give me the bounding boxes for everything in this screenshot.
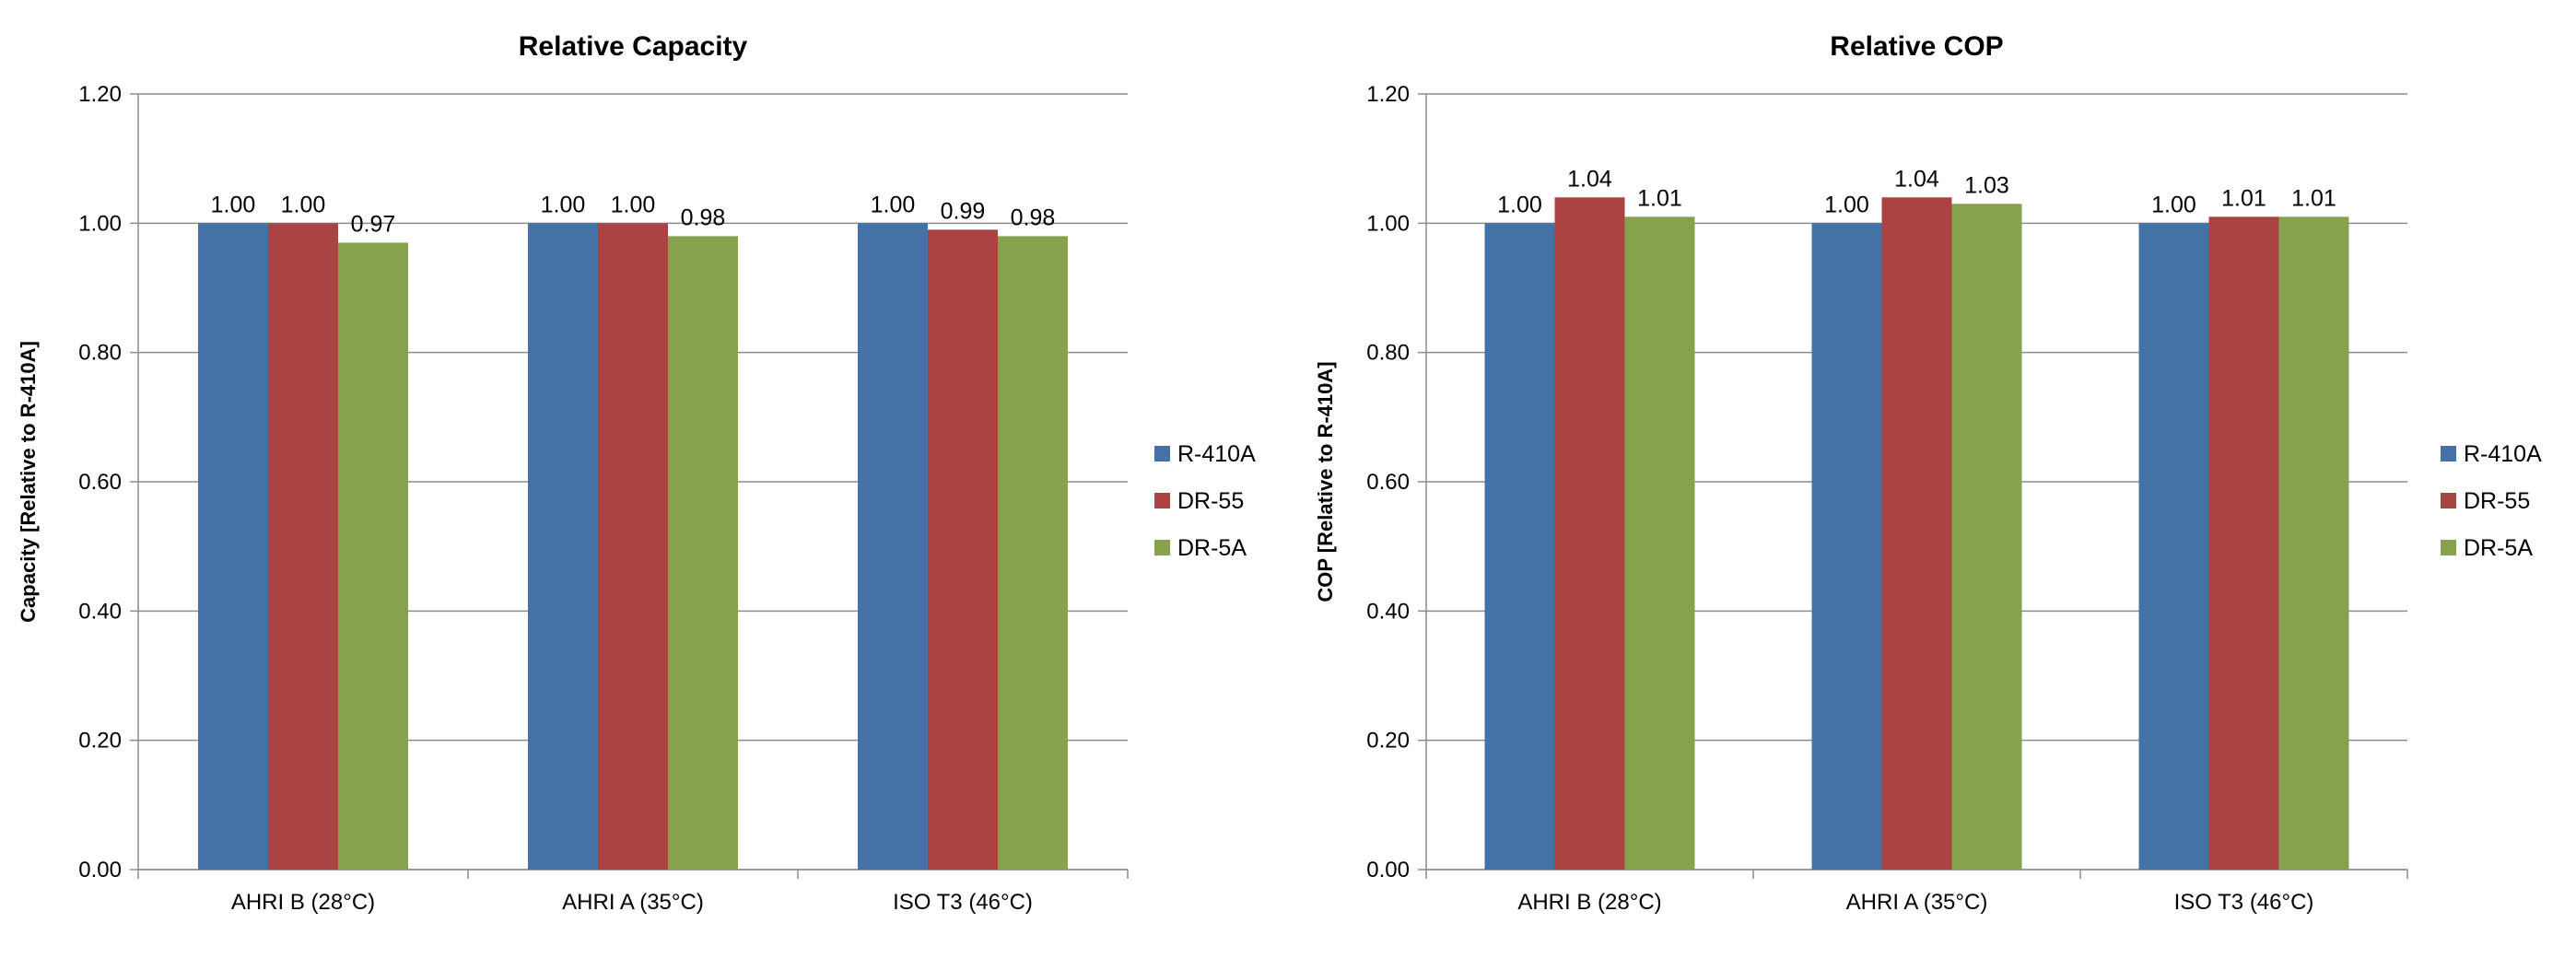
capacity-data-label: 1.00 — [281, 192, 326, 217]
capacity-bar-dr-55-2 — [598, 223, 668, 871]
cop-x-category-label: AHRI B (28°C) — [1517, 890, 1661, 915]
capacity-data-label: 1.00 — [871, 192, 916, 217]
cop-legend-swatch — [2441, 446, 2456, 462]
capacity-y-tick-label: 0.20 — [78, 729, 122, 754]
cop-legend: R-410A DR-55 DR-5A — [2441, 441, 2542, 561]
capacity-y-tick-label: 1.20 — [78, 82, 122, 107]
capacity-data-label: 1.00 — [541, 192, 586, 217]
capacity-legend-swatch — [1154, 540, 1170, 555]
cop-data-label: 1.03 — [1964, 172, 2009, 198]
capacity-y-axis-label: Capacity [Relative to R-410A] — [17, 341, 40, 623]
cop-legend-swatch — [2441, 540, 2456, 555]
capacity-data-label: 1.00 — [611, 192, 656, 217]
capacity-data-label: 1.00 — [211, 192, 256, 217]
cop-data-label: 1.01 — [2291, 185, 2336, 211]
cop-chart-title: Relative COP — [1830, 31, 2003, 62]
capacity-x-category-label: AHRI A (35°C) — [562, 890, 704, 915]
capacity-bar-dr-55-1 — [268, 223, 338, 871]
capacity-bar-dr-5a-3 — [998, 236, 1068, 870]
capacity-bar-r-410a-2 — [528, 223, 598, 871]
cop-bar-r-410a-1 — [1484, 223, 1555, 871]
cop-y-tick-label: 0.60 — [1366, 470, 1410, 495]
cop-y-axis-label: COP [Relative to R-410A] — [1314, 361, 1337, 602]
capacity-bar-dr-55-3 — [928, 229, 998, 871]
capacity-y-tick-label: 0.80 — [78, 341, 122, 366]
cop-data-label: 1.01 — [2221, 185, 2266, 211]
cop-data-label: 1.00 — [1497, 192, 1542, 217]
capacity-y-tick-label: 0.60 — [78, 470, 122, 495]
cop-y-tick-label: 0.40 — [1366, 599, 1410, 624]
cop-bar-dr-55-2 — [1881, 197, 1952, 870]
capacity-y-tick-label: 0.00 — [78, 858, 122, 882]
cop-data-label: 1.00 — [1824, 192, 1869, 217]
capacity-bar-r-410a-3 — [858, 223, 928, 871]
cop-data-label: 1.01 — [1637, 185, 1682, 211]
capacity-chart-panel: Relative Capacity Capacity [Relative to R… — [17, 31, 1256, 915]
cop-data-label: 1.04 — [1894, 166, 1939, 192]
capacity-x-category-label: AHRI B (28°C) — [231, 890, 375, 915]
cop-x-category-label: AHRI A (35°C) — [1846, 890, 1988, 915]
cop-y-tick-label: 0.80 — [1366, 341, 1410, 366]
capacity-chart-title: Relative Capacity — [519, 31, 748, 62]
cop-bar-dr-5a-1 — [1624, 216, 1695, 871]
cop-data-label: 1.00 — [2151, 192, 2196, 217]
capacity-data-label: 0.99 — [941, 198, 986, 224]
capacity-legend-label: DR-55 — [1177, 488, 1244, 514]
cop-bar-dr-55-1 — [1554, 197, 1625, 870]
cop-data-label: 1.04 — [1567, 166, 1612, 192]
cop-legend-label: R-410A — [2464, 441, 2542, 467]
cop-chart-panel: Relative COP COP [Relative to R-410A] 0.00… — [1314, 31, 2542, 915]
capacity-data-label: 0.97 — [351, 211, 396, 237]
cop-legend-label: DR-5A — [2464, 535, 2533, 561]
capacity-legend: R-410A DR-55 DR-5A — [1154, 441, 1256, 561]
cop-bar-dr-5a-3 — [2278, 216, 2349, 871]
capacity-data-label: 0.98 — [1011, 205, 1056, 230]
cop-bar-dr-55-3 — [2208, 216, 2279, 871]
cop-legend-label: DR-55 — [2464, 488, 2530, 514]
cop-y-tick-label: 1.20 — [1366, 82, 1410, 107]
capacity-y-tick-label: 0.40 — [78, 599, 122, 624]
cop-y-tick-label: 1.00 — [1366, 211, 1410, 236]
cop-y-tick-label: 0.00 — [1366, 858, 1410, 882]
capacity-y-tick-label: 1.00 — [78, 211, 122, 236]
capacity-bar-dr-5a-2 — [668, 236, 738, 870]
capacity-legend-label: R-410A — [1177, 441, 1256, 467]
capacity-bar-r-410a-1 — [198, 223, 268, 871]
cop-bar-r-410a-3 — [2138, 223, 2209, 871]
cop-bar-dr-5a-2 — [1951, 204, 2022, 871]
cop-legend-swatch — [2441, 493, 2456, 508]
capacity-legend-swatch — [1154, 446, 1170, 462]
capacity-legend-swatch — [1154, 493, 1170, 508]
capacity-x-category-label: ISO T3 (46°C) — [893, 890, 1033, 915]
capacity-legend-label: DR-5A — [1177, 535, 1247, 561]
cop-bar-r-410a-2 — [1811, 223, 1882, 871]
cop-y-tick-label: 0.20 — [1366, 729, 1410, 754]
cop-x-category-label: ISO T3 (46°C) — [2174, 890, 2314, 915]
capacity-data-label: 0.98 — [681, 205, 726, 230]
capacity-bar-dr-5a-1 — [338, 242, 408, 871]
